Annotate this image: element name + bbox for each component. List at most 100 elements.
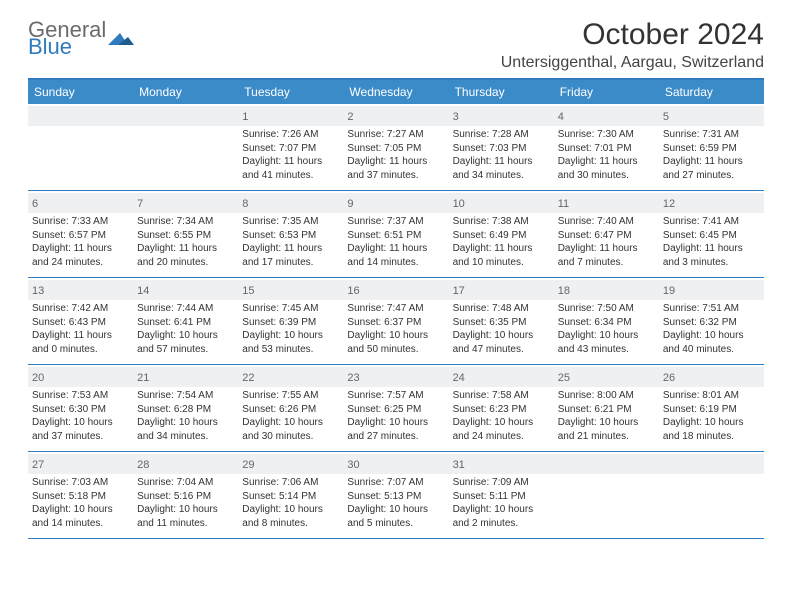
day-details: Sunrise: 7:28 AMSunset: 7:03 PMDaylight:… (453, 128, 550, 182)
daynum-bar: 20 (28, 367, 133, 387)
day-cell: 8Sunrise: 7:35 AMSunset: 6:53 PMDaylight… (238, 191, 343, 277)
dow-row: SundayMondayTuesdayWednesdayThursdayFrid… (28, 80, 764, 104)
daynum-bar: 22 (238, 367, 343, 387)
daynum-bar (554, 454, 659, 474)
day-number: 13 (32, 285, 44, 297)
day-number: 21 (137, 372, 149, 384)
day-number: 9 (347, 198, 353, 210)
day-number: 30 (347, 459, 359, 471)
daynum-bar: 7 (133, 193, 238, 213)
day-cell: 29Sunrise: 7:06 AMSunset: 5:14 PMDayligh… (238, 452, 343, 538)
calendar-page: General Blue October 2024 Untersiggentha… (0, 0, 792, 557)
daynum-bar: 25 (554, 367, 659, 387)
day-details: Sunrise: 7:42 AMSunset: 6:43 PMDaylight:… (32, 302, 129, 356)
day-details: Sunrise: 7:35 AMSunset: 6:53 PMDaylight:… (242, 215, 339, 269)
day-details: Sunrise: 7:44 AMSunset: 6:41 PMDaylight:… (137, 302, 234, 356)
day-details: Sunrise: 7:04 AMSunset: 5:16 PMDaylight:… (137, 476, 234, 530)
day-cell: 4 Sunrise: 7:30 AMSunset: 7:01 PMDaylight… (554, 104, 659, 190)
day-number: 22 (242, 372, 254, 384)
daynum-bar: 24 (449, 367, 554, 387)
day-details: Sunrise: 8:01 AMSunset: 6:19 PMDaylight:… (663, 389, 760, 443)
day-number: 12 (663, 198, 675, 210)
daynum-bar: 5 (659, 106, 764, 126)
daynum-bar: 26 (659, 367, 764, 387)
day-number: 7 (137, 198, 143, 210)
day-cell: 15Sunrise: 7:45 AMSunset: 6:39 PMDayligh… (238, 278, 343, 364)
month-title: October 2024 (501, 18, 764, 52)
week-row: 27Sunrise: 7:03 AMSunset: 5:18 PMDayligh… (28, 452, 764, 539)
day-details: Sunrise: 7:06 AMSunset: 5:14 PMDaylight:… (242, 476, 339, 530)
day-cell: 26 Sunrise: 8:01 AMSunset: 6:19 PMDayligh… (659, 365, 764, 451)
daynum-bar: 11 (554, 193, 659, 213)
daynum-bar: 9 (343, 193, 448, 213)
week-row: 1Sunrise: 7:26 AMSunset: 7:07 PMDaylight… (28, 104, 764, 191)
day-cell: 14Sunrise: 7:44 AMSunset: 6:41 PMDayligh… (133, 278, 238, 364)
day-cell: 25Sunrise: 8:00 AMSunset: 6:21 PMDayligh… (554, 365, 659, 451)
day-cell: 10 Sunrise: 7:38 AMSunset: 6:49 PMDayligh… (449, 191, 554, 277)
week-row: 20Sunrise: 7:53 AMSunset: 6:30 PMDayligh… (28, 365, 764, 452)
empty-cell (554, 452, 659, 538)
dow-thursday: Thursday (449, 80, 554, 104)
daynum-bar: 28 (133, 454, 238, 474)
day-number: 5 (663, 111, 669, 123)
day-number: 31 (453, 459, 465, 471)
daynum-bar: 4 (554, 106, 659, 126)
day-cell: 6Sunrise: 7:33 AMSunset: 6:57 PMDaylight… (28, 191, 133, 277)
daynum-bar: 6 (28, 193, 133, 213)
day-number: 11 (558, 198, 569, 210)
day-cell: 20Sunrise: 7:53 AMSunset: 6:30 PMDayligh… (28, 365, 133, 451)
day-number: 4 (558, 111, 564, 123)
day-details: Sunrise: 7:53 AMSunset: 6:30 PMDaylight:… (32, 389, 129, 443)
calendar: SundayMondayTuesdayWednesdayThursdayFrid… (28, 78, 764, 539)
logo-text-block: General Blue (28, 18, 106, 58)
day-cell: 30Sunrise: 7:07 AMSunset: 5:13 PMDayligh… (343, 452, 448, 538)
daynum-bar: 12 (659, 193, 764, 213)
day-details: Sunrise: 7:47 AMSunset: 6:37 PMDaylight:… (347, 302, 444, 356)
day-cell: 31Sunrise: 7:09 AMSunset: 5:11 PMDayligh… (449, 452, 554, 538)
day-details: Sunrise: 7:34 AMSunset: 6:55 PMDaylight:… (137, 215, 234, 269)
day-details: Sunrise: 7:30 AMSunset: 7:01 PMDaylight:… (558, 128, 655, 182)
day-details: Sunrise: 7:38 AMSunset: 6:49 PMDaylight:… (453, 215, 550, 269)
daynum-bar: 15 (238, 280, 343, 300)
day-number: 16 (347, 285, 359, 297)
day-cell: 18 Sunrise: 7:50 AMSunset: 6:34 PMDayligh… (554, 278, 659, 364)
day-details: Sunrise: 7:40 AMSunset: 6:47 PMDaylight:… (558, 215, 655, 269)
day-number: 26 (663, 372, 675, 384)
dow-monday: Monday (133, 80, 238, 104)
day-number: 18 (558, 285, 570, 297)
day-details: Sunrise: 7:54 AMSunset: 6:28 PMDaylight:… (137, 389, 234, 443)
day-details: Sunrise: 7:33 AMSunset: 6:57 PMDaylight:… (32, 215, 129, 269)
day-number: 23 (347, 372, 359, 384)
dow-friday: Friday (554, 80, 659, 104)
daynum-bar: 10 (449, 193, 554, 213)
day-details: Sunrise: 7:57 AMSunset: 6:25 PMDaylight:… (347, 389, 444, 443)
daynum-bar: 16 (343, 280, 448, 300)
day-number (32, 111, 35, 123)
location: Untersiggenthal, Aargau, Switzerland (501, 54, 764, 72)
day-cell: 16 Sunrise: 7:47 AMSunset: 6:37 PMDayligh… (343, 278, 448, 364)
day-number: 3 (453, 111, 459, 123)
day-number: 28 (137, 459, 149, 471)
day-number: 24 (453, 372, 465, 384)
day-details: Sunrise: 7:45 AMSunset: 6:39 PMDaylight:… (242, 302, 339, 356)
empty-cell (28, 104, 133, 190)
day-details: Sunrise: 7:50 AMSunset: 6:34 PMDaylight:… (558, 302, 655, 356)
logo: General Blue (28, 18, 134, 58)
day-cell: 19Sunrise: 7:51 AMSunset: 6:32 PMDayligh… (659, 278, 764, 364)
daynum-bar: 3 (449, 106, 554, 126)
day-cell: 9Sunrise: 7:37 AMSunset: 6:51 PMDaylight… (343, 191, 448, 277)
day-details: Sunrise: 7:48 AMSunset: 6:35 PMDaylight:… (453, 302, 550, 356)
daynum-bar (133, 106, 238, 126)
day-details: Sunrise: 7:27 AMSunset: 7:05 PMDaylight:… (347, 128, 444, 182)
daynum-bar: 30 (343, 454, 448, 474)
day-number: 17 (453, 285, 465, 297)
daynum-bar: 17 (449, 280, 554, 300)
day-number: 10 (453, 198, 465, 210)
day-details: Sunrise: 7:26 AMSunset: 7:07 PMDaylight:… (242, 128, 339, 182)
day-cell: 22Sunrise: 7:55 AMSunset: 6:26 PMDayligh… (238, 365, 343, 451)
day-details: Sunrise: 7:03 AMSunset: 5:18 PMDaylight:… (32, 476, 129, 530)
daynum-bar: 14 (133, 280, 238, 300)
daynum-bar: 23 (343, 367, 448, 387)
day-details: Sunrise: 7:41 AMSunset: 6:45 PMDaylight:… (663, 215, 760, 269)
dow-wednesday: Wednesday (343, 80, 448, 104)
